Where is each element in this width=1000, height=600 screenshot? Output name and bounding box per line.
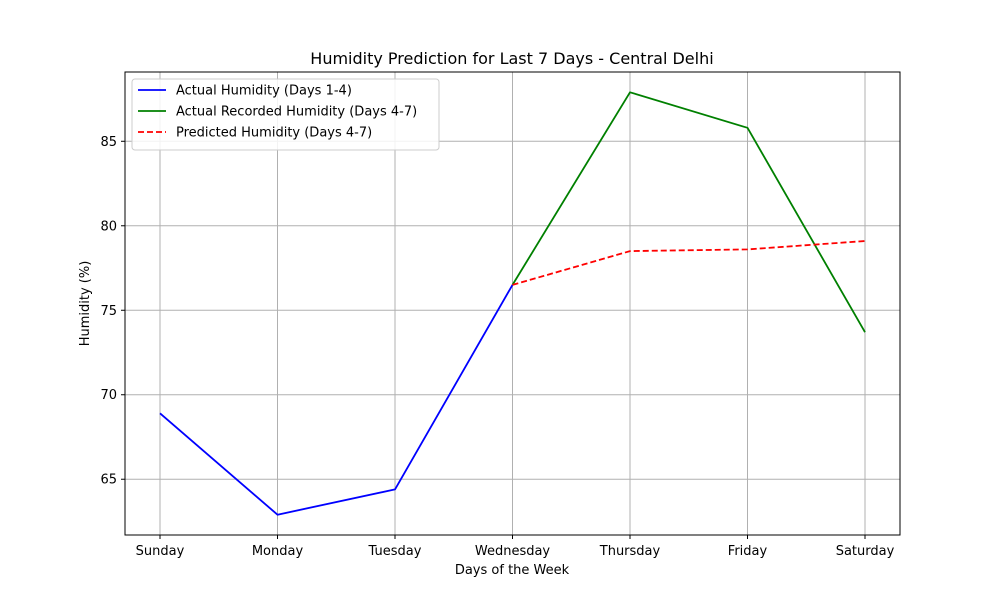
legend-label: Predicted Humidity (Days 4-7) [176, 126, 372, 141]
legend-box [131, 78, 440, 151]
y-tick-label: 80 [100, 219, 117, 234]
x-tick-label: Thursday [599, 544, 661, 559]
chart-title: Humidity Prediction for Last 7 Days - Ce… [310, 49, 713, 68]
series-line-1 [159, 284, 514, 516]
y-tick-label: 70 [100, 388, 117, 403]
x-axis-label: Days of the Week [455, 563, 570, 578]
x-axis: Sunday Monday Tuesday Wednesday Thursday Frid… [136, 535, 895, 559]
legend-label: Actual Recorded Humidity (Days 4-7) [176, 105, 417, 120]
legend: Actual Humidity (Days 1-4) Actual Recorde… [131, 78, 440, 151]
x-tick-label: Tuesday [368, 544, 422, 559]
x-tick-label: Sunday [136, 544, 185, 559]
x-tick-label: Wednesday [475, 544, 551, 559]
y-tick-label: 65 [100, 473, 117, 488]
y-tick-label: 75 [100, 304, 117, 319]
series-line-3 [512, 240, 866, 286]
x-tick-label: Friday [728, 544, 768, 559]
y-tick-label: 85 [100, 135, 117, 150]
series-line-2 [511, 91, 866, 333]
x-tick-label: Monday [252, 544, 304, 559]
y-axis-label: Humidity (%) [78, 261, 93, 347]
series-lines [159, 91, 866, 516]
x-tick-label: Saturday [836, 544, 895, 559]
legend-label: Actual Humidity (Days 1-4) [176, 84, 352, 99]
y-axis: 65 70 75 80 85 [100, 135, 125, 488]
